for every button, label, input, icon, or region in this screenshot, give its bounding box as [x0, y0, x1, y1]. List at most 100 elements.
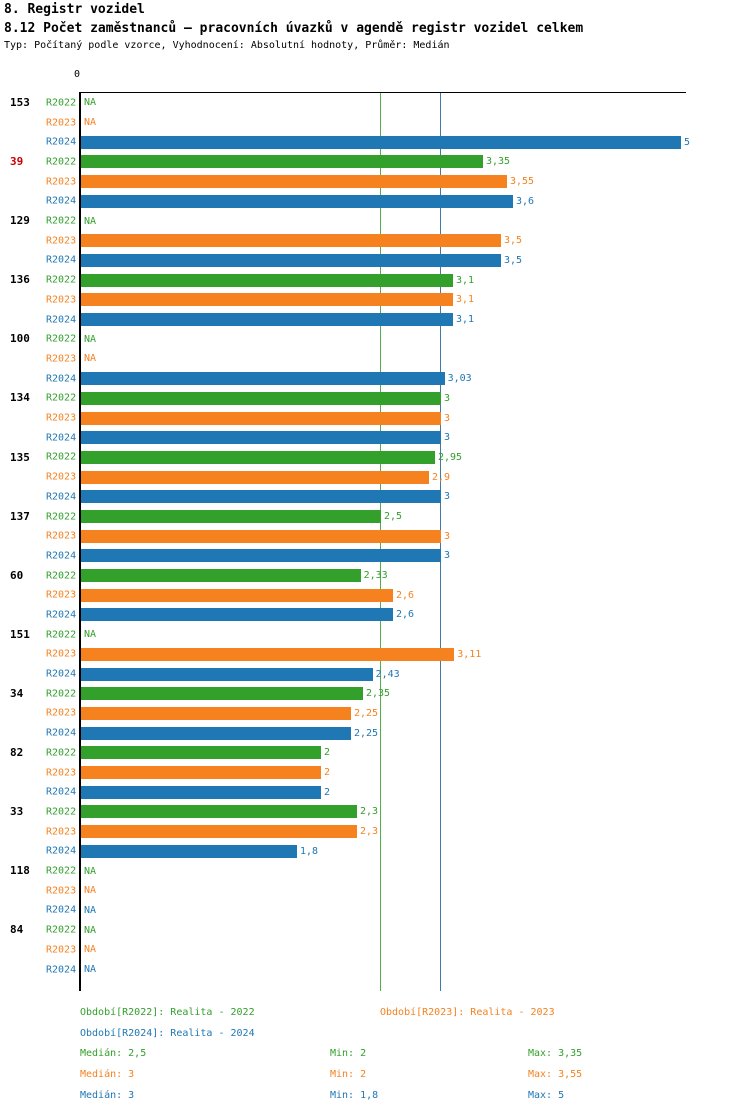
series-label: R2022 — [46, 451, 77, 463]
series-label: R2024 — [46, 432, 77, 444]
series-label: R2022 — [46, 570, 77, 582]
bar-group: 135 R2022 2,95 R2023 2,9 R2024 3 — [0, 448, 750, 507]
bar-group: 33 R2022 2,3 R2023 2,3 R2024 1,8 — [0, 802, 750, 861]
bar-r2024 — [81, 194, 513, 208]
bar-r2023 — [81, 588, 393, 602]
bar-row: R2024 2,25 — [0, 723, 750, 743]
bar-r2024 — [81, 253, 501, 267]
bar-row: R2022 2,35 — [0, 684, 750, 704]
stat-max-r2022: Max: 3,35 — [528, 1048, 583, 1059]
bar-row: R2022 2 — [0, 743, 750, 763]
series-label: R2024 — [46, 550, 77, 562]
bar-row: R2024 1,8 — [0, 842, 750, 862]
bar-r2023 — [81, 411, 441, 425]
value-label: 2,3 — [360, 826, 379, 838]
series-label: R2022 — [46, 629, 77, 641]
bar-r2024 — [81, 372, 445, 386]
group-id-label: 134 — [10, 391, 30, 405]
value-label: 2 — [324, 786, 331, 798]
bar-row: R2023 3,11 — [0, 645, 750, 665]
bar-row: R2023 2,6 — [0, 585, 750, 605]
value-label: 2,25 — [354, 727, 379, 739]
value-label: 3,03 — [447, 373, 472, 385]
bar-r2023 — [81, 766, 321, 780]
y-axis-line — [79, 92, 81, 991]
series-label: R2022 — [46, 97, 77, 109]
bar-r2022 — [81, 805, 357, 819]
bar-row: R2024 5 — [0, 132, 750, 152]
value-label: NA — [84, 629, 97, 641]
group-id-label: 33 — [10, 805, 24, 819]
series-label: R2023 — [46, 944, 77, 956]
series-label: R2024 — [46, 727, 77, 739]
value-label: 3 — [444, 530, 451, 542]
bar-r2022 — [81, 273, 453, 287]
value-label: 2,95 — [438, 451, 463, 463]
bar-row: R2023 2 — [0, 763, 750, 783]
bar-r2023 — [81, 647, 455, 661]
group-id-label: 136 — [10, 273, 30, 287]
bar-group: 60 R2022 2,33 R2023 2,6 R2024 2,6 — [0, 566, 750, 625]
series-label: R2022 — [46, 865, 77, 877]
bar-row: R2023 2,3 — [0, 822, 750, 842]
group-id-label: 151 — [10, 627, 30, 641]
series-label: R2022 — [46, 924, 77, 936]
series-label: R2023 — [46, 117, 77, 129]
bar-row: R2023 3,55 — [0, 172, 750, 192]
value-label: 3,35 — [486, 156, 511, 168]
bar-r2024 — [81, 431, 441, 445]
value-label: NA — [84, 97, 97, 109]
series-label: R2023 — [46, 767, 77, 779]
stat-max-r2024: Max: 5 — [528, 1090, 565, 1101]
bar-row: R2023 2,9 — [0, 467, 750, 487]
bar-row: R2024 3,5 — [0, 251, 750, 271]
series-label: R2023 — [46, 176, 77, 188]
series-label: R2023 — [46, 530, 77, 542]
bar-r2024 — [81, 785, 321, 799]
series-label: R2024 — [46, 964, 77, 976]
bar-row: R2022 3,35 — [0, 152, 750, 172]
value-label: NA — [84, 924, 97, 936]
group-id-label: 34 — [10, 686, 24, 700]
bar-r2023 — [81, 470, 429, 484]
value-label: 3 — [444, 392, 451, 404]
group-id-label: 153 — [10, 96, 30, 109]
bar-row: R2024 3 — [0, 428, 750, 448]
group-id-label: 129 — [10, 214, 30, 228]
series-label: R2022 — [46, 392, 77, 404]
bar-row: R2023 2,25 — [0, 704, 750, 724]
bar-r2022 — [81, 450, 435, 464]
series-label: R2022 — [46, 747, 77, 759]
series-label: R2023 — [46, 294, 77, 306]
value-label: NA — [84, 964, 97, 976]
bar-r2024 — [81, 844, 297, 858]
series-label: R2022 — [46, 215, 77, 227]
bar-group: 118 R2022 NA R2023 NA R2024 NA — [0, 861, 750, 920]
bar-row: R2024 3,1 — [0, 310, 750, 330]
bar-r2024 — [81, 726, 351, 740]
series-label: R2023 — [46, 353, 77, 365]
bar-row: R2024 3,6 — [0, 191, 750, 211]
bar-row: R2024 3 — [0, 487, 750, 507]
value-label: 2,25 — [354, 707, 379, 719]
legend-item-r2023: Období[R2023]: Realita - 2023 — [380, 1007, 555, 1018]
bar-r2022 — [81, 510, 381, 523]
bar-row: R2024 3 — [0, 546, 750, 566]
stat-min-r2023: Min: 2 — [330, 1069, 367, 1080]
series-label: R2024 — [46, 491, 77, 503]
group-id-label: 82 — [10, 746, 24, 760]
bar-row: R2024 2 — [0, 782, 750, 802]
bar-row: R2024 NA — [0, 960, 750, 980]
value-label: 2,35 — [366, 688, 391, 700]
value-label: 3,1 — [456, 314, 475, 325]
legend-item-r2024: Období[R2024]: Realita - 2024 — [80, 1028, 255, 1039]
group-id-label: 135 — [10, 450, 30, 464]
x-axis-line — [80, 92, 686, 93]
value-label: 3,55 — [510, 176, 535, 188]
bar-r2024 — [81, 608, 393, 622]
bar-group: 82 R2022 2 R2023 2 R2024 2 — [0, 743, 750, 802]
bar-row: R2023 3 — [0, 526, 750, 546]
series-label: R2022 — [46, 806, 77, 818]
bar-group: 84 R2022 NA R2023 NA R2024 NA — [0, 920, 750, 979]
stat-median-r2023: Medián: 3 — [80, 1069, 135, 1080]
